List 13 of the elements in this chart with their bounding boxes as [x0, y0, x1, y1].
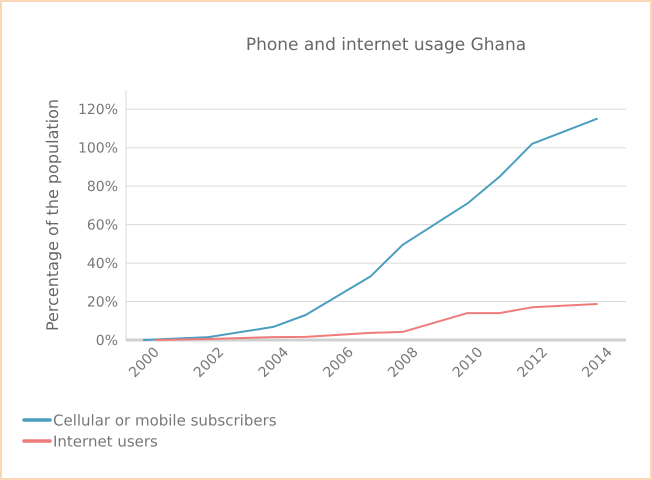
y-tick-label: 120%: [78, 102, 118, 118]
y-tick-label: 80%: [86, 179, 118, 196]
legend-label: Cellular or mobile subscribers: [53, 411, 277, 430]
y-tick-label: 60%: [86, 218, 118, 234]
line-series: [142, 118, 598, 341]
y-tick-label: 0%: [96, 332, 118, 349]
y-tick-label: 40%: [86, 256, 118, 272]
legend-label: Internet users: [53, 432, 158, 450]
y-tick-label: 20%: [86, 294, 118, 310]
line-series: [156, 303, 598, 341]
chart-title: Phone and internet usage Ghana: [246, 35, 526, 55]
y-tick-label: 100%: [78, 140, 118, 157]
y-axis-title: Percentage of the population: [43, 98, 62, 332]
